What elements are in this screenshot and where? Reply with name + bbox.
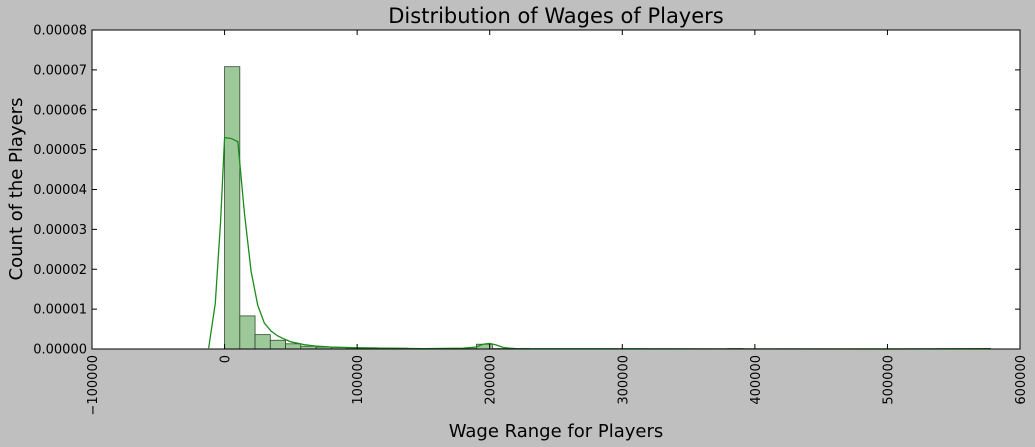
kde-curve-layer <box>208 136 991 350</box>
histogram-bar-4 <box>285 343 302 350</box>
x-axis-label: Wage Range for Players <box>449 421 664 442</box>
x-tick-label-0: −100000 <box>86 355 101 416</box>
y-tick-label-5: 0.00005 <box>33 143 87 158</box>
x-tick-label-5: 400000 <box>749 355 764 405</box>
histogram-bar-2 <box>254 334 271 350</box>
y-tick-label-4: 0.00004 <box>33 183 87 198</box>
kde-curve <box>208 136 991 350</box>
histogram-bar-3 <box>269 339 286 350</box>
y-tick-labels: 0.00000 0.00001 0.00002 0.00003 0.00004 0.000… <box>33 24 87 358</box>
y-tick-label-2: 0.00002 <box>33 263 87 278</box>
x-tick-label-3: 200000 <box>484 355 499 405</box>
y-tick-label-7: 0.00007 <box>33 63 87 78</box>
y-tick-label-8: 0.00008 <box>33 24 87 39</box>
x-tick-label-2: 100000 <box>351 355 366 405</box>
x-tick-label-6: 500000 <box>881 355 896 405</box>
plot-area <box>92 30 1020 349</box>
x-tick-label-4: 300000 <box>616 355 631 405</box>
x-tick-label-1: 0 <box>219 355 234 363</box>
y-tick-label-3: 0.00003 <box>33 223 87 238</box>
y-tick-label-6: 0.00006 <box>33 103 87 118</box>
y-tick-label-1: 0.00001 <box>33 303 87 318</box>
x-tick-label-7: 600000 <box>1014 355 1029 405</box>
y-tick-label-0: 0.00000 <box>33 343 87 358</box>
axis-ticks <box>91 29 1021 350</box>
histogram-bar-1 <box>239 315 256 350</box>
chart-title: Distribution of Wages of Players <box>388 4 723 28</box>
histogram-bar-0 <box>224 66 241 350</box>
x-tick-labels: −100000 0 100000 200000 300000 400000 500000 60… <box>86 355 1029 416</box>
y-axis-label: Count of the Players <box>6 98 27 281</box>
